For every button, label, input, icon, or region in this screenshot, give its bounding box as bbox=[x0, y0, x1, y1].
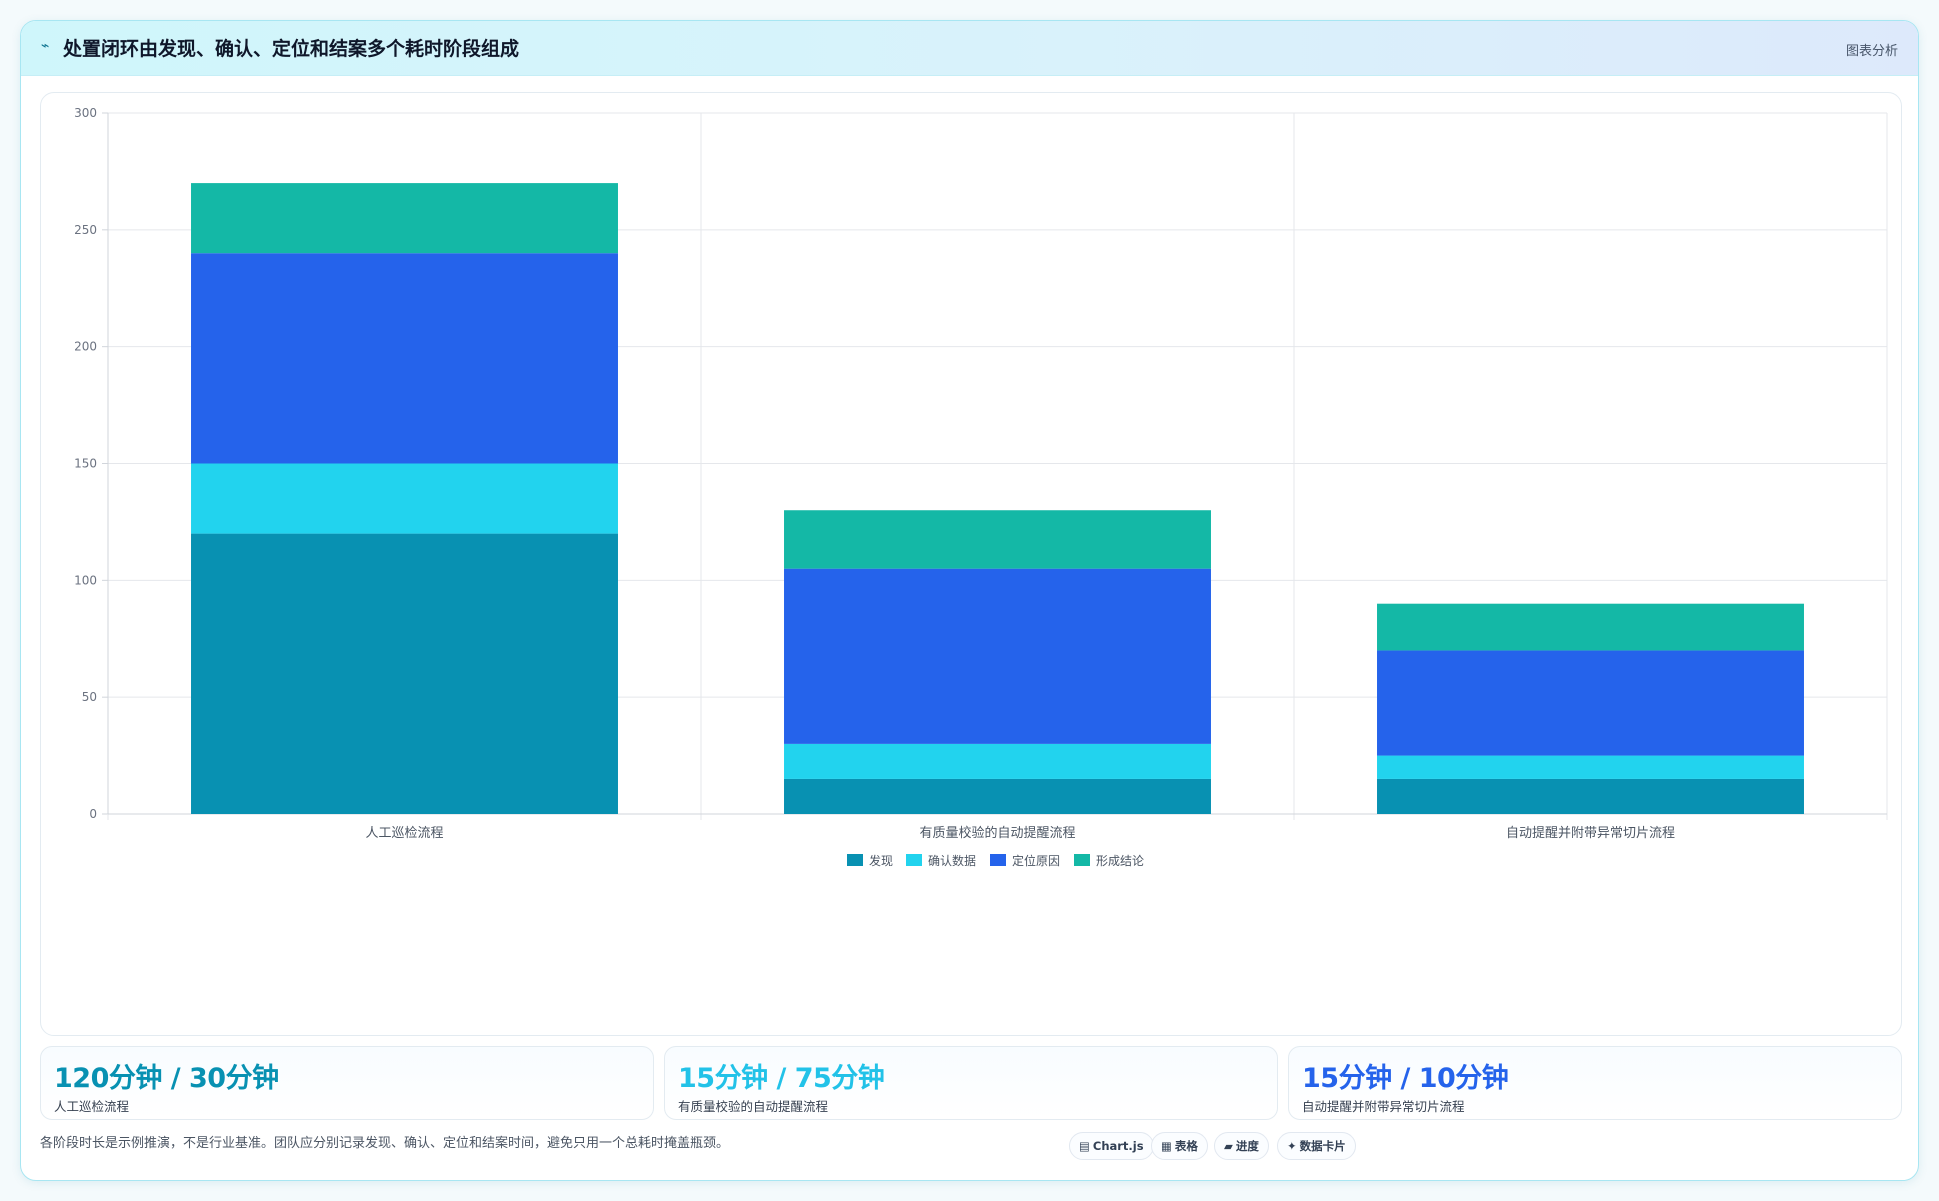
x-tick-label: 自动提醒并附带异常切片流程 bbox=[1506, 825, 1675, 841]
y-tick-label: 200 bbox=[74, 340, 97, 354]
bar-segment bbox=[1377, 778, 1804, 814]
legend-swatch bbox=[847, 854, 863, 866]
chart-panel: 0 50 100 150 200 250 300 人工巡检流程 有质量校验的自动提醒流程 自动提醒… bbox=[40, 92, 1902, 1036]
bar-segment bbox=[191, 463, 618, 534]
y-tick-label: 150 bbox=[74, 457, 97, 471]
card-title: 处置闭环由发现、确认、定位和结案多个耗时阶段组成 bbox=[63, 38, 520, 60]
y-tick-label: 250 bbox=[74, 223, 97, 237]
stat-card: 120分钟 / 30分钟 人工巡检流程 bbox=[40, 1046, 654, 1120]
stat-label: 人工巡检流程 bbox=[54, 1099, 130, 1114]
bar-segment bbox=[1377, 755, 1804, 779]
progress-icon: ▰ bbox=[1224, 1139, 1233, 1153]
stat-card: 15分钟 / 75分钟 有质量校验的自动提醒流程 bbox=[664, 1046, 1278, 1120]
bar-segment bbox=[191, 183, 618, 254]
stat-label: 自动提醒并附带异常切片流程 bbox=[1302, 1099, 1465, 1114]
y-tick-label: 0 bbox=[89, 807, 97, 821]
legend-label: 定位原因 bbox=[1012, 853, 1060, 868]
legend-label: 确认数据 bbox=[928, 853, 976, 868]
card-header: ⌁ 处置闭环由发现、确认、定位和结案多个耗时阶段组成 图表分析 bbox=[21, 21, 1918, 76]
x-tick-label: 人工巡检流程 bbox=[365, 826, 443, 841]
chip-label: 进度 bbox=[1235, 1139, 1259, 1153]
sparkle-icon: ✦ bbox=[1287, 1139, 1297, 1153]
footnote: 各阶段时长是示例推演，不是行业基准。团队应分别记录发现、确认、定位和结案时间，避… bbox=[40, 1136, 730, 1151]
chip-label: Chart.js bbox=[1092, 1139, 1144, 1153]
legend-swatch bbox=[1074, 854, 1090, 866]
bar-segment bbox=[784, 568, 1211, 744]
chip-chartjs[interactable]: ▤ Chart.js bbox=[1069, 1132, 1154, 1160]
chip-label: 表格 bbox=[1174, 1139, 1198, 1153]
bar-segment bbox=[191, 253, 618, 464]
y-tick-label: 100 bbox=[74, 573, 97, 587]
bar-segment bbox=[1377, 650, 1804, 756]
bar-segment bbox=[1377, 603, 1804, 651]
chip-label: 数据卡片 bbox=[1299, 1139, 1346, 1153]
stat-cards: 120分钟 / 30分钟 人工巡检流程 15分钟 / 75分钟 有质量校验的自动… bbox=[40, 1046, 1902, 1120]
stat-card: 15分钟 / 10分钟 自动提醒并附带异常切片流程 bbox=[1288, 1046, 1902, 1120]
stat-label: 有质量校验的自动提醒流程 bbox=[678, 1099, 829, 1114]
chip-table[interactable]: ▦ 表格 bbox=[1151, 1132, 1208, 1160]
y-tick-label: 50 bbox=[82, 690, 97, 704]
legend-label: 发现 bbox=[869, 853, 893, 868]
stat-value: 15分钟 / 10分钟 bbox=[1302, 1063, 1509, 1094]
chip-data-card[interactable]: ✦ 数据卡片 bbox=[1277, 1132, 1356, 1160]
chart-logo-icon: ⌁ bbox=[41, 38, 50, 54]
legend-swatch bbox=[906, 854, 922, 866]
chart-analysis-tag: 图表分析 bbox=[1845, 44, 1898, 59]
stat-value: 15分钟 / 75分钟 bbox=[678, 1063, 885, 1094]
legend-label: 形成结论 bbox=[1096, 854, 1144, 868]
bar-segment bbox=[191, 533, 618, 814]
bar-segment bbox=[784, 510, 1211, 569]
chart-card: ⌁ 处置闭环由发现、确认、定位和结案多个耗时阶段组成 图表分析 0 50 100 15… bbox=[20, 20, 1919, 1181]
bar-segment bbox=[784, 778, 1211, 814]
table-icon: ▦ bbox=[1161, 1139, 1172, 1153]
chip-progress[interactable]: ▰ 进度 bbox=[1214, 1132, 1269, 1160]
stacked-bar-chart: 0 50 100 150 200 250 300 人工巡检流程 有质量校验的自动提醒流程 自动提醒… bbox=[74, 106, 1888, 868]
chart-icon: ▤ bbox=[1079, 1139, 1090, 1153]
legend-swatch bbox=[990, 854, 1006, 866]
stat-value: 120分钟 / 30分钟 bbox=[54, 1063, 279, 1094]
bar-segment bbox=[784, 743, 1211, 779]
x-tick-label: 有质量校验的自动提醒流程 bbox=[919, 825, 1075, 841]
y-tick-label: 300 bbox=[74, 106, 97, 120]
